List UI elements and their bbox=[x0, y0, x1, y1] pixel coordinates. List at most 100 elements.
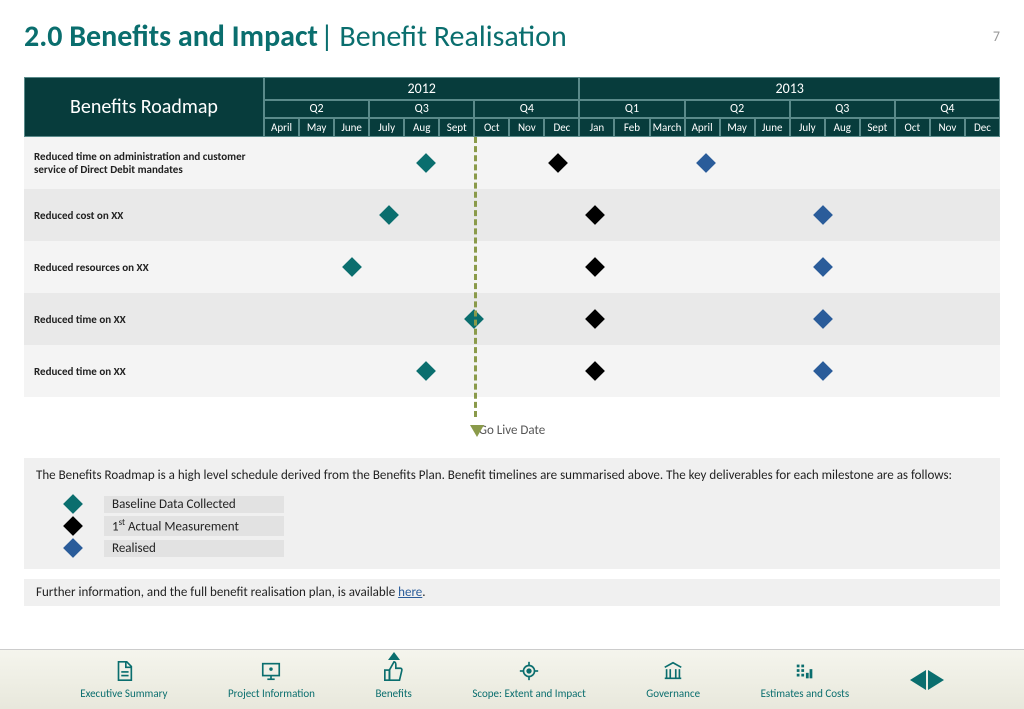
nav-label: Estimates and Costs bbox=[761, 687, 850, 700]
month-header: Oct bbox=[895, 118, 930, 137]
roadmap-chart: Benefits Roadmap20122013Q2Q3Q4Q1Q2Q3Q4Ap… bbox=[24, 77, 1000, 438]
golive-line bbox=[474, 137, 477, 417]
nav-label: Scope: Extent and Impact bbox=[472, 687, 585, 700]
row-label: Reduced resources on XX bbox=[24, 255, 264, 280]
month-header: Aug bbox=[404, 118, 439, 137]
month-header: June bbox=[755, 118, 790, 137]
row-label: Reduced time on administration and custo… bbox=[24, 144, 264, 182]
roadmap-title: Benefits Roadmap bbox=[24, 77, 264, 137]
milestone-diamond bbox=[696, 153, 716, 173]
further-info: Further information, and the full benefi… bbox=[24, 579, 1000, 606]
nav-doc[interactable]: Executive Summary bbox=[80, 660, 167, 700]
nav-label: Benefits bbox=[375, 687, 411, 700]
roadmap-row: Reduced time on administration and custo… bbox=[24, 137, 1000, 189]
legend-diamond-icon bbox=[63, 538, 83, 558]
year-header: 2013 bbox=[579, 77, 1000, 100]
month-header: Jan bbox=[579, 118, 614, 137]
row-area bbox=[264, 137, 1000, 189]
month-header: April bbox=[685, 118, 720, 137]
milestone-diamond bbox=[813, 205, 833, 225]
milestone-diamond bbox=[585, 361, 605, 381]
nav-building[interactable]: Governance bbox=[646, 660, 700, 700]
month-header: March bbox=[650, 118, 685, 137]
nav-label: Executive Summary bbox=[80, 687, 167, 700]
milestone-diamond bbox=[813, 361, 833, 381]
milestone-diamond bbox=[416, 361, 436, 381]
legend-diamond-icon bbox=[63, 494, 83, 514]
legend-item: Realised bbox=[66, 537, 988, 559]
month-header: Dec bbox=[544, 118, 579, 137]
nav-active-indicator-icon bbox=[388, 652, 400, 660]
title-section: 2.0 Benefits and Impact bbox=[24, 18, 318, 55]
legend-label: Realised bbox=[104, 540, 284, 557]
nav-label: Governance bbox=[646, 687, 700, 700]
month-header: May bbox=[299, 118, 334, 137]
month-header: April bbox=[264, 118, 299, 137]
quarter-header: Q2 bbox=[264, 100, 369, 118]
milestone-diamond bbox=[813, 309, 833, 329]
row-area bbox=[264, 189, 1000, 241]
quarter-header: Q3 bbox=[369, 100, 474, 118]
legend-item: Baseline Data Collected bbox=[66, 493, 988, 515]
roadmap-row: Reduced resources on XX bbox=[24, 241, 1000, 293]
row-label: Reduced cost on XX bbox=[24, 203, 264, 228]
month-header: July bbox=[790, 118, 825, 137]
prev-arrow-icon[interactable] bbox=[910, 670, 926, 690]
milestone-diamond bbox=[342, 257, 362, 277]
legend-label: Baseline Data Collected bbox=[104, 496, 284, 513]
target-icon bbox=[518, 660, 540, 685]
nav-label: Project Information bbox=[228, 687, 315, 700]
row-area bbox=[264, 345, 1000, 397]
roadmap-row: Reduced time on XX bbox=[24, 345, 1000, 397]
legend-item: 1st Actual Measurement bbox=[66, 515, 988, 537]
screen-icon bbox=[260, 660, 282, 685]
nav-arrows bbox=[910, 670, 944, 690]
nav-bars[interactable]: Estimates and Costs bbox=[761, 660, 850, 700]
title-sub: Benefit Realisation bbox=[339, 18, 566, 55]
month-header: July bbox=[369, 118, 404, 137]
milestone-diamond bbox=[813, 257, 833, 277]
month-header: Nov bbox=[509, 118, 544, 137]
quarter-header: Q4 bbox=[895, 100, 1000, 118]
building-icon bbox=[662, 660, 684, 685]
quarter-header: Q1 bbox=[579, 100, 684, 118]
milestone-diamond bbox=[548, 153, 568, 173]
title-divider: | bbox=[320, 18, 334, 55]
milestone-diamond bbox=[416, 153, 436, 173]
page-header: 2.0 Benefits and Impact| Benefit Realisa… bbox=[0, 0, 1024, 63]
legend-label: 1st Actual Measurement bbox=[104, 516, 284, 535]
nav-screen[interactable]: Project Information bbox=[228, 660, 315, 700]
milestone-diamond bbox=[379, 205, 399, 225]
row-area bbox=[264, 241, 1000, 293]
milestone-diamond bbox=[585, 257, 605, 277]
legend: Baseline Data Collected 1st Actual Measur… bbox=[66, 493, 988, 559]
milestone-diamond bbox=[585, 205, 605, 225]
month-header: Oct bbox=[474, 118, 509, 137]
month-header: June bbox=[334, 118, 369, 137]
month-header: Sept bbox=[439, 118, 474, 137]
nav-thumb[interactable]: Benefits bbox=[375, 660, 411, 700]
description-text: The Benefits Roadmap is a high level sch… bbox=[36, 468, 988, 483]
next-arrow-icon[interactable] bbox=[928, 670, 944, 690]
month-header: Nov bbox=[930, 118, 965, 137]
month-header: Aug bbox=[825, 118, 860, 137]
roadmap-row: Reduced time on XX bbox=[24, 293, 1000, 345]
year-header: 2012 bbox=[264, 77, 579, 100]
legend-diamond-icon bbox=[63, 516, 83, 536]
further-post: . bbox=[422, 585, 425, 600]
quarter-header: Q4 bbox=[474, 100, 579, 118]
row-area bbox=[264, 293, 1000, 345]
page-number: 7 bbox=[993, 28, 1000, 45]
month-header: Sept bbox=[860, 118, 895, 137]
golive-label: Go Live Date bbox=[24, 423, 1000, 438]
here-link[interactable]: here bbox=[398, 585, 422, 600]
row-label: Reduced time on XX bbox=[24, 359, 264, 384]
doc-icon bbox=[113, 660, 135, 685]
description-box: The Benefits Roadmap is a high level sch… bbox=[24, 458, 1000, 569]
quarter-header: Q2 bbox=[685, 100, 790, 118]
month-header: Dec bbox=[965, 118, 1000, 137]
thumb-icon bbox=[383, 660, 405, 685]
row-label: Reduced time on XX bbox=[24, 307, 264, 332]
roadmap-row: Reduced cost on XX bbox=[24, 189, 1000, 241]
nav-target[interactable]: Scope: Extent and Impact bbox=[472, 660, 585, 700]
